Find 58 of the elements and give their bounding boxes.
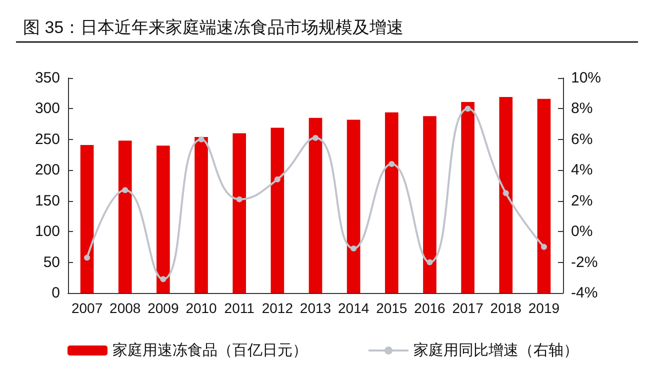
y-tick-label: 50	[43, 254, 60, 271]
point	[84, 254, 90, 261]
bar	[499, 97, 513, 293]
x-tick-label: 2019	[528, 300, 560, 316]
bar	[118, 140, 132, 293]
x-tick-label: 2017	[452, 300, 484, 316]
bar	[194, 136, 208, 293]
bar	[232, 133, 246, 293]
x-tick-label: 2016	[414, 300, 446, 316]
point	[312, 134, 318, 141]
bar	[270, 128, 284, 293]
legend-label: 家庭用同比增速（右轴）	[414, 342, 578, 359]
bar	[423, 116, 436, 293]
point	[274, 176, 280, 182]
point	[198, 136, 204, 142]
y2-tick-label: 2%	[571, 192, 593, 210]
legend-label: 家庭用速冻食品（百亿日元）	[112, 342, 308, 359]
y-tick-label: 200	[34, 162, 60, 179]
point	[464, 106, 471, 112]
x-tick-label: 2014	[338, 300, 370, 316]
x-tick-label: 2007	[71, 300, 103, 316]
bar	[346, 120, 360, 293]
y2-tick-label: -4%	[571, 284, 598, 302]
y-tick-label: 100	[34, 223, 60, 240]
point	[426, 259, 433, 266]
bar	[384, 112, 398, 293]
y2-tick-label: 10%	[571, 70, 602, 86]
x-tick-label: 2012	[262, 300, 294, 316]
y2-tick-label: 4%	[571, 162, 593, 179]
y-tick-label: 150	[34, 192, 60, 210]
y2-tick-label: 0%	[571, 223, 593, 240]
y-tick-label: 300	[34, 100, 60, 118]
y2-tick-label: -2%	[571, 254, 598, 271]
bar	[80, 144, 94, 293]
x-tick-label: 2013	[300, 300, 332, 316]
x-tick-label: 2015	[376, 300, 408, 316]
y-tick-label: 250	[34, 130, 60, 148]
y-tick-label: 0	[52, 284, 60, 302]
y2-tick-label: 6%	[571, 130, 593, 148]
x-tick-label: 2009	[148, 300, 179, 316]
point	[350, 245, 357, 252]
bar	[537, 98, 551, 293]
bar	[461, 102, 474, 293]
x-tick-label: 2018	[490, 300, 522, 316]
y2-tick-label: 8%	[571, 100, 593, 118]
point	[540, 244, 547, 250]
point	[388, 161, 395, 167]
x-tick-label: 2010	[186, 300, 218, 316]
bar	[308, 118, 322, 293]
x-tick-label: 2008	[110, 300, 141, 316]
bar	[156, 146, 170, 293]
point	[160, 276, 166, 282]
x-tick-label: 2011	[224, 300, 255, 316]
point	[502, 190, 509, 196]
y-tick-label: 350	[34, 70, 60, 86]
point	[236, 196, 242, 202]
chart-title: 图 35：日本近年来家庭端速冻食品市场规模及增速	[23, 18, 404, 37]
point	[122, 187, 128, 194]
